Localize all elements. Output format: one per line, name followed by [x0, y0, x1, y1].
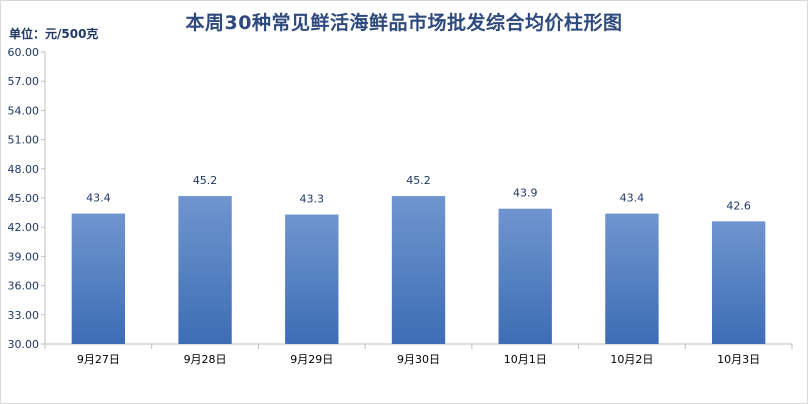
y-axis: 30.00 33.00 36.00 39.00 42.00 45.00 48.00 51.00…	[8, 46, 46, 351]
y-tick-label: 54.00	[8, 104, 40, 117]
x-axis: 9月27日 9月28日 9月29日 9月30日 10月1日 10月2日 10月3日	[44, 343, 793, 366]
x-tick-label: 9月29日	[290, 353, 333, 366]
y-tick-label: 30.00	[8, 338, 40, 351]
data-labels: 43.4 45.2 43.3 45.2 43.9 43.4 42.6	[86, 174, 751, 212]
bar	[71, 213, 126, 344]
data-label: 43.4	[86, 192, 111, 205]
data-label: 43.4	[620, 192, 645, 205]
bar	[498, 208, 552, 344]
y-tick-label: 51.00	[8, 134, 40, 147]
x-tick-label: 10月3日	[717, 353, 760, 366]
bar	[711, 221, 766, 344]
x-tick-label: 9月30日	[397, 353, 440, 366]
bar	[178, 196, 232, 344]
x-tick-label: 9月27日	[77, 353, 120, 366]
data-label: 45.2	[193, 174, 218, 187]
y-tick-label: 42.00	[8, 221, 40, 234]
x-tick-label: 10月2日	[610, 353, 653, 366]
chart-title: 本周30种常见鲜活海鲜品市场批发综合均价柱形图	[185, 12, 623, 34]
data-label: 42.6	[726, 199, 751, 212]
y-tick-label: 36.00	[8, 280, 40, 293]
y-tick-label: 57.00	[8, 75, 40, 88]
data-label: 43.3	[300, 193, 325, 206]
y-tick-label: 39.00	[8, 250, 40, 263]
y-tick-label: 48.00	[8, 163, 40, 176]
bar-series	[71, 196, 766, 344]
data-label: 43.9	[513, 187, 538, 200]
bar	[605, 213, 659, 344]
y-tick-label: 60.00	[8, 46, 40, 59]
y-tick-label: 33.00	[8, 309, 40, 322]
x-tick-label: 9月28日	[184, 353, 227, 366]
x-tick-label: 10月1日	[504, 353, 547, 366]
y-tick-label: 45.00	[8, 192, 40, 205]
bar	[391, 196, 446, 344]
bar	[285, 214, 339, 344]
unit-label: 单位：元/500克	[9, 27, 99, 41]
data-label: 45.2	[406, 174, 431, 187]
